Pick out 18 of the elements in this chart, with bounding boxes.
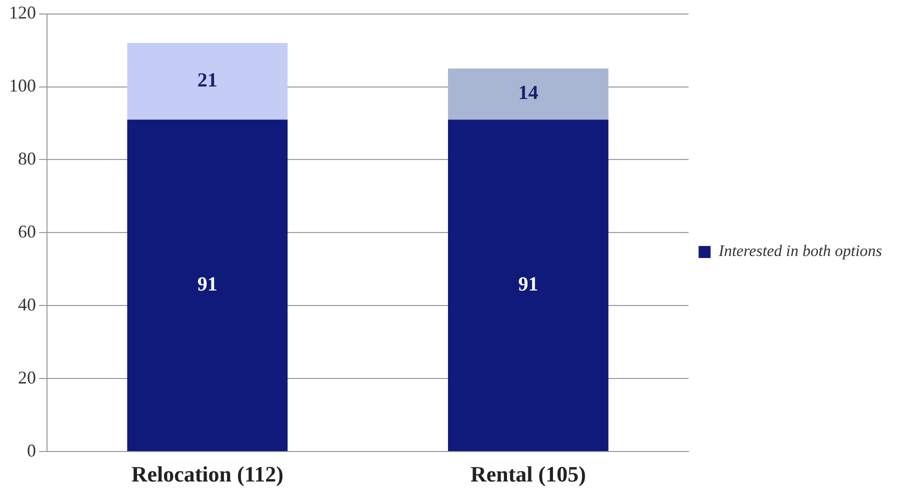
data-label: 91: [518, 274, 538, 296]
bar: [448, 120, 608, 452]
y-tick-label: 20: [18, 367, 36, 388]
x-tick-label: Relocation (112): [131, 461, 284, 486]
legend-label: Interested in both options: [718, 243, 882, 260]
bar: [127, 120, 288, 452]
data-label: 21: [197, 69, 218, 92]
y-tick-label: 60: [18, 221, 36, 242]
y-tick-label: 40: [18, 294, 36, 314]
bar: [448, 68, 608, 120]
data-label: 91: [197, 274, 218, 296]
y-tick-label: 100: [9, 76, 36, 96]
x-tick-label: Rental (105): [470, 461, 586, 486]
y-tick-label: 120: [9, 2, 36, 23]
y-tick-label: 0: [27, 440, 36, 460]
data-label: 14: [518, 82, 538, 104]
y-tick-label: 80: [18, 148, 36, 168]
bar: [127, 42, 288, 120]
